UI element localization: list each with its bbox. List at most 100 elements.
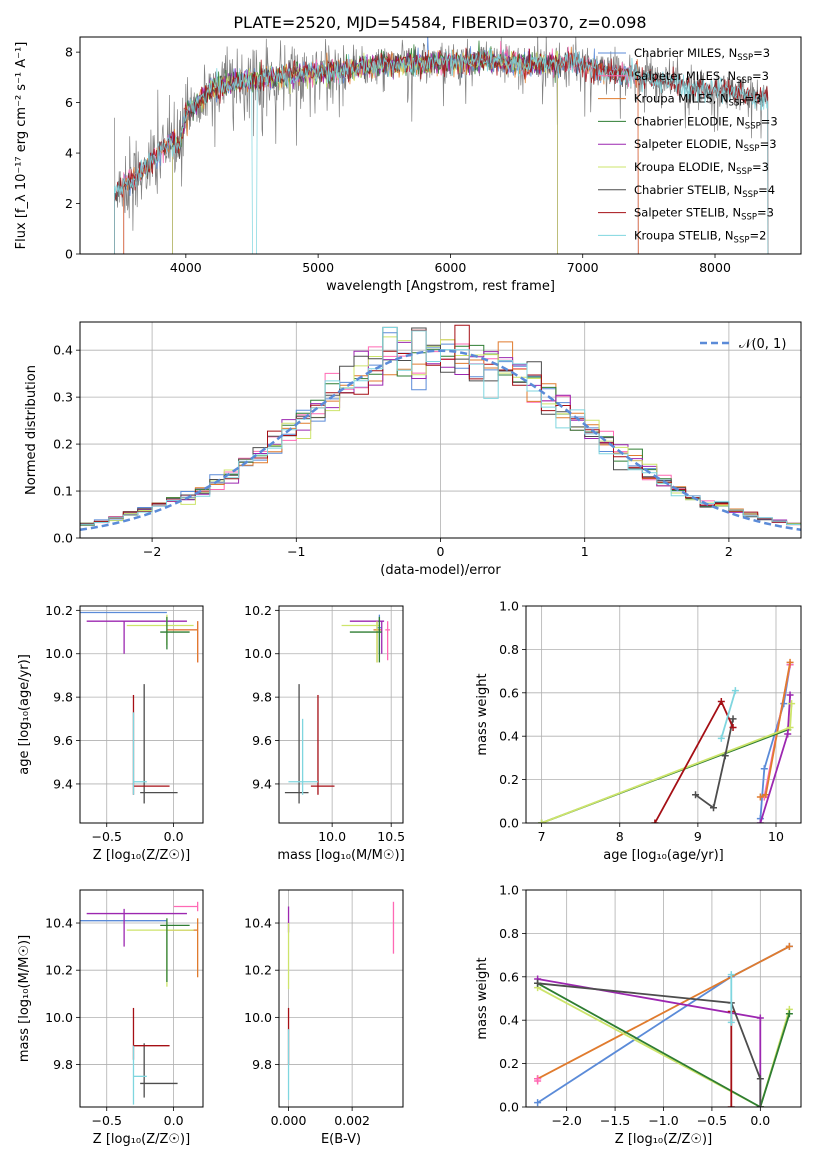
axes-frame xyxy=(525,889,802,1108)
y-tick-label: 9.8 xyxy=(53,1057,73,1072)
plot-area xyxy=(80,901,199,1105)
plot-area xyxy=(80,611,199,804)
series-marker-kroupa_miles xyxy=(785,942,793,950)
x-tick-label: 0.0 xyxy=(164,1113,184,1128)
y-tick-label: 10.0 xyxy=(45,1010,73,1025)
y-tick-label: 9.8 xyxy=(53,690,73,705)
series-marker-kroupa_stelib xyxy=(727,971,735,979)
y-tick-label: 0.2 xyxy=(53,437,73,452)
series-marker-salpeter_stelib xyxy=(729,724,737,732)
y-tick-label: 10.4 xyxy=(244,916,272,931)
y-axis-label: age [log₁₀(age/yr)] xyxy=(17,654,32,775)
x-tick-label: 5000 xyxy=(302,260,334,275)
y-tick-label: 10.0 xyxy=(45,646,73,661)
x-tick-label: −0.5 xyxy=(92,829,122,844)
y-axis-label: mass weight xyxy=(475,673,490,755)
series-marker-chabrier_miles xyxy=(534,1099,542,1107)
x-tick-label: 8 xyxy=(616,829,624,844)
mass-vs-ebv-panel: 0.000 0.002 9.8 10.0 10.2 10.4 E(B-V) xyxy=(244,889,404,1147)
series-marker-salpeter_elodie xyxy=(784,730,792,738)
x-axis-label: Z [log₁₀(Z/Z☉)] xyxy=(93,1132,190,1147)
x-tick-label: 0.000 xyxy=(271,1113,307,1128)
series-marker-chabrier_stelib xyxy=(534,979,542,987)
y-axis-label: Flux [f_λ 10⁻¹⁷ erg cm⁻² s⁻¹ A⁻¹] xyxy=(14,42,29,250)
axes-frame xyxy=(278,605,404,824)
legend: 𝒩(0, 1) xyxy=(700,337,786,352)
plot-area xyxy=(114,37,769,254)
x-tick-label: 10.5 xyxy=(377,829,405,844)
plot-area xyxy=(534,942,793,1107)
axes-frame xyxy=(79,605,204,824)
y-tick-label: 10.2 xyxy=(45,603,73,618)
y-tick-label: 10.2 xyxy=(244,603,272,618)
grid xyxy=(279,890,403,1107)
series-marker-chabrier_stelib xyxy=(710,804,717,812)
x-axis-label: Z [log₁₀(Z/Z☉)] xyxy=(93,848,190,863)
series-marker-kroupa_stelib xyxy=(727,1018,735,1026)
y-tick-label: 0.3 xyxy=(53,390,73,405)
model-line-kroupa_miles xyxy=(123,46,639,254)
series-marker-chabrier_stelib xyxy=(721,752,729,760)
legend-entry: Chabrier STELIB, NSSP=4 xyxy=(634,183,775,200)
series-marker-salpeter_stelib xyxy=(651,819,659,823)
histogram-kroupa_stelib xyxy=(80,327,801,525)
x-axis-label: (data-model)/error xyxy=(380,563,501,578)
series-line-chabrier_stelib xyxy=(537,982,762,1107)
series-marker-kroupa_miles xyxy=(786,658,794,666)
axes-frame xyxy=(525,605,802,824)
series-marker-salpeter_elodie xyxy=(786,691,794,699)
series-line-chabrier_stelib xyxy=(694,718,734,810)
y-tick-label: 0 xyxy=(65,247,73,262)
x-tick-label: 0.002 xyxy=(334,1113,370,1128)
model-line-kroupa_stelib xyxy=(114,47,769,254)
series-marker-kroupa_stelib xyxy=(717,734,725,742)
x-axis-label: E(B-V) xyxy=(321,1132,361,1147)
legend-entry: Chabrier ELODIE, NSSP=3 xyxy=(634,114,778,131)
y-tick-label: 0.2 xyxy=(499,772,519,787)
y-tick-label: 0.4 xyxy=(499,1013,519,1028)
y-tick-label: 10.0 xyxy=(244,1010,272,1025)
series-line-kroupa_stelib xyxy=(720,690,737,739)
x-tick-label: −0.5 xyxy=(92,1113,122,1128)
series-marker-chabrier_miles xyxy=(760,765,768,773)
series-line-kroupa_elodie xyxy=(541,703,793,823)
series-line-salpeter_elodie xyxy=(759,694,791,823)
legend-entry: Kroupa MILES, NSSP=3 xyxy=(634,92,761,109)
y-tick-label: 0.6 xyxy=(499,969,519,984)
legend-entry: Salpeter STELIB, NSSP=3 xyxy=(634,206,774,223)
x-tick-label: 0 xyxy=(437,544,445,559)
series-marker-chabrier_elodie xyxy=(785,1010,793,1018)
y-tick-label: 8 xyxy=(65,45,73,60)
x-tick-label: 8000 xyxy=(699,260,731,275)
y-tick-label: 10.2 xyxy=(244,963,272,978)
x-tick-label: −2 xyxy=(143,544,161,559)
grid xyxy=(80,606,203,823)
y-tick-label: 10.0 xyxy=(244,646,272,661)
y-axis-label: mass [log₁₀(M/M☉)] xyxy=(17,935,32,1062)
y-tick-label: 1.0 xyxy=(499,599,519,614)
model-line-salpeter_miles xyxy=(123,40,639,254)
series-line-kroupa_miles xyxy=(537,945,790,1080)
series-marker-kroupa_elodie xyxy=(538,819,546,823)
y-tick-label: 9.4 xyxy=(53,776,73,791)
y-tick-label: 0.4 xyxy=(499,729,519,744)
y-tick-label: 6 xyxy=(65,95,73,110)
y-tick-label: 9.6 xyxy=(252,733,272,748)
axes-frame xyxy=(79,889,204,1108)
series-marker-chabrier_stelib xyxy=(756,1075,764,1083)
y-tick-label: 4 xyxy=(65,146,73,161)
grid xyxy=(279,606,403,823)
legend: Chabrier MILES, NSSP=3 Salpeter MILES, NS… xyxy=(598,46,778,245)
x-tick-label: −1.5 xyxy=(600,1113,630,1128)
grid xyxy=(526,605,801,824)
y-tick-label: 9.6 xyxy=(53,733,73,748)
y-tick-label: 0.0 xyxy=(499,1100,519,1115)
figure-title: PLATE=2520, MJD=54584, FIBERID=0370, z=0… xyxy=(233,13,646,32)
legend-entry: Kroupa STELIB, NSSP=2 xyxy=(634,228,766,245)
gaussian-curve xyxy=(80,349,801,532)
histogram-chabrier_stelib xyxy=(80,326,801,525)
x-tick-label: 4000 xyxy=(170,260,202,275)
x-tick-label: 1 xyxy=(581,544,589,559)
y-axis-label: Normed distribution xyxy=(24,365,39,495)
grid xyxy=(80,890,203,1107)
